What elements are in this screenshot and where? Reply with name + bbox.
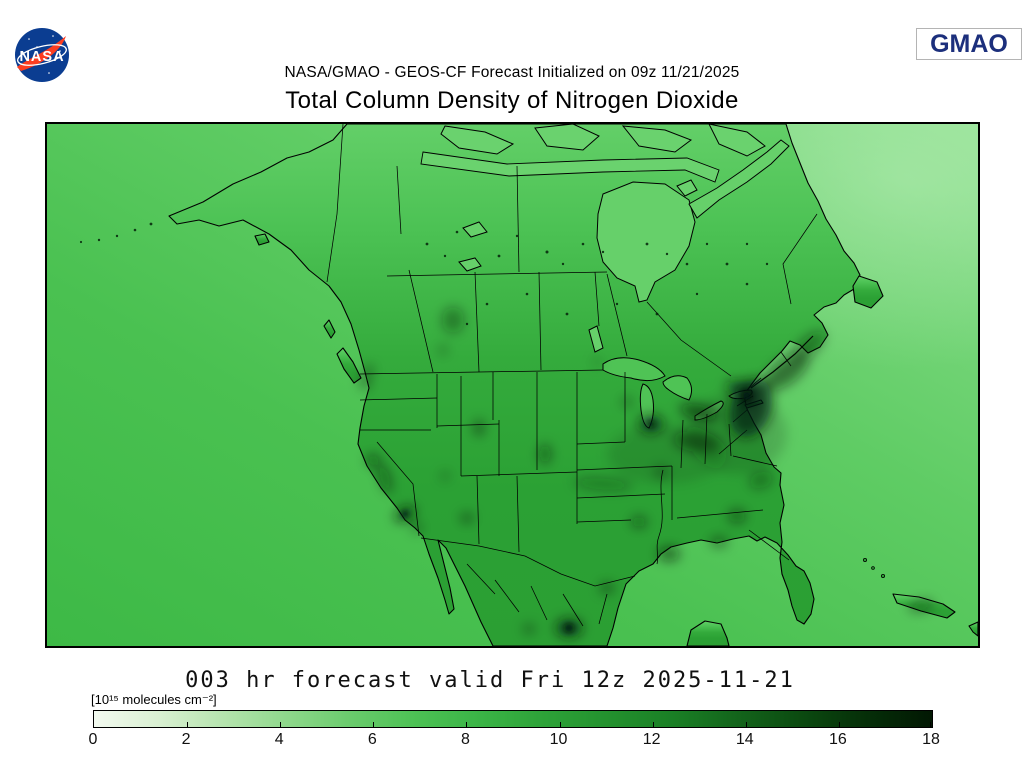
colorbar-gradient — [93, 710, 933, 728]
colorbar-label: 6 — [367, 731, 377, 748]
colorbar-labels: 0 2 4 6 8 10 12 14 16 18 — [89, 731, 940, 751]
no2-hotspots-layer — [360, 307, 934, 637]
colorbar-units-label: [10¹⁵ molecules cm⁻²] — [91, 692, 217, 707]
no2-city-cores — [402, 392, 751, 632]
colorbar-tick — [559, 722, 561, 727]
arctic-layer — [420, 124, 766, 197]
map-frame — [45, 122, 980, 648]
nasa-logo-orbit — [17, 44, 67, 66]
gmao-logo: GMAO — [916, 28, 1022, 60]
small-lakes-speckle — [79, 222, 769, 326]
caribbean-islands — [863, 557, 886, 578]
colorbar-tick — [373, 722, 375, 727]
gmao-logo-text: GMAO — [930, 29, 1008, 58]
nasa-logo-swoosh — [17, 36, 66, 71]
colorbar-label: 8 — [460, 731, 470, 748]
colorbar-tick — [745, 722, 747, 727]
colorbar-label: 2 — [181, 731, 191, 748]
colorbar-label: 10 — [549, 731, 568, 748]
colorbar-label: 16 — [828, 731, 847, 748]
colorbar-tick — [280, 722, 282, 727]
colorbar-tick — [838, 722, 840, 727]
water-bodies-layer — [458, 139, 790, 353]
colorbar-label: 0 — [88, 731, 98, 748]
forecast-init-subtitle: NASA/GMAO - GEOS-CF Forecast Initialized… — [284, 64, 740, 81]
colorbar-label: 12 — [642, 731, 661, 748]
forecast-valid-caption: 003 hr forecast valid Fri 12z 2025-11-21 — [185, 668, 795, 693]
colorbar-tick — [652, 722, 654, 727]
colorbar-label: 4 — [274, 731, 284, 748]
colorbar-label: 18 — [922, 731, 940, 748]
nasa-logo: NASA — [15, 28, 69, 82]
colorbar-tick — [466, 722, 468, 727]
page-title: Total Column Density of Nitrogen Dioxide — [285, 87, 739, 114]
no2-forecast-map — [47, 124, 978, 646]
colorbar-tick — [187, 722, 189, 727]
colorbar-tick — [930, 722, 932, 727]
colorbar-label: 14 — [735, 731, 754, 748]
